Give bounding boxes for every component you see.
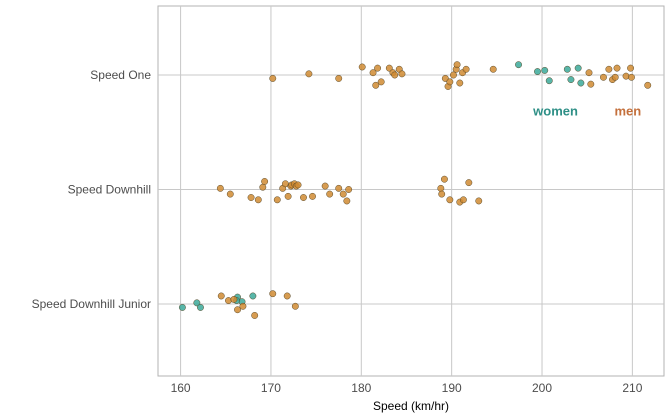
men-point bbox=[446, 78, 454, 86]
men-point bbox=[358, 63, 366, 71]
men-point bbox=[326, 190, 334, 198]
women-point bbox=[577, 79, 585, 87]
men-point bbox=[239, 302, 247, 310]
men-point bbox=[251, 312, 259, 319]
men-point bbox=[459, 196, 467, 204]
men-annotation-label: men bbox=[614, 104, 641, 119]
men-point bbox=[259, 183, 267, 191]
men-point bbox=[628, 73, 635, 81]
x-tick-label: 200 bbox=[532, 381, 552, 395]
y-tick-label: Speed Downhill Junior bbox=[32, 297, 151, 311]
women-point bbox=[193, 299, 201, 307]
men-point bbox=[644, 81, 652, 89]
women-point bbox=[574, 64, 582, 72]
men-point bbox=[273, 196, 281, 204]
men-point bbox=[437, 184, 445, 192]
x-tick-labels: 160 170 180 190 200 210 bbox=[171, 381, 643, 395]
men-point bbox=[453, 61, 461, 69]
men-point bbox=[335, 74, 343, 82]
men-point bbox=[294, 181, 302, 189]
men-point bbox=[462, 65, 470, 73]
men-point bbox=[269, 290, 277, 298]
men-point bbox=[321, 182, 329, 190]
plot-panel bbox=[157, 5, 665, 377]
x-tick-label: 170 bbox=[261, 381, 281, 395]
x-axis-title: Speed (km/hr) bbox=[373, 399, 449, 413]
women-point bbox=[515, 61, 522, 69]
women-point bbox=[178, 303, 186, 311]
men-point bbox=[465, 179, 473, 187]
y-tick-label: Speed One bbox=[90, 68, 151, 82]
men-point bbox=[611, 73, 619, 81]
men-point bbox=[391, 71, 399, 79]
men-point bbox=[385, 64, 393, 72]
men-point bbox=[284, 192, 292, 200]
women-point bbox=[534, 68, 541, 76]
data-points bbox=[178, 61, 652, 319]
men-point bbox=[291, 302, 299, 310]
women-point bbox=[541, 66, 549, 74]
men-point bbox=[600, 73, 607, 81]
men-point bbox=[374, 64, 382, 72]
men-point bbox=[283, 292, 291, 300]
women-point bbox=[249, 292, 257, 300]
men-point bbox=[345, 186, 353, 193]
men-point bbox=[234, 306, 241, 314]
women-point bbox=[563, 65, 571, 73]
y-tick-label: Speed Downhill bbox=[68, 183, 151, 197]
men-point bbox=[372, 81, 380, 89]
x-tick-label: 180 bbox=[351, 381, 371, 395]
men-point bbox=[261, 178, 269, 185]
men-point bbox=[438, 190, 446, 198]
men-point bbox=[269, 74, 277, 82]
men-point bbox=[440, 175, 448, 183]
men-point bbox=[450, 71, 457, 79]
men-point bbox=[613, 64, 621, 72]
men-point bbox=[377, 78, 385, 86]
women-annotation-label: women bbox=[532, 104, 578, 119]
men-point bbox=[226, 190, 234, 198]
y-tick-labels: Speed One Speed Downhill Speed Downhill Ju… bbox=[32, 68, 152, 311]
men-point bbox=[475, 197, 483, 205]
men-point bbox=[343, 197, 351, 205]
men-point bbox=[300, 194, 307, 201]
men-point bbox=[585, 69, 593, 77]
women-point bbox=[545, 77, 553, 85]
men-point bbox=[216, 184, 224, 192]
men-point bbox=[335, 184, 343, 192]
men-point bbox=[369, 69, 377, 77]
men-point bbox=[627, 64, 635, 72]
men-point bbox=[456, 79, 464, 87]
annotations: women men bbox=[532, 104, 641, 119]
men-point bbox=[398, 70, 406, 78]
men-point bbox=[217, 292, 225, 300]
women-point bbox=[567, 76, 575, 84]
men-point bbox=[605, 65, 613, 73]
x-tick-label: 160 bbox=[171, 381, 191, 395]
men-point bbox=[254, 196, 262, 204]
men-point bbox=[489, 65, 497, 73]
women-point bbox=[197, 303, 204, 311]
men-point bbox=[309, 192, 316, 200]
men-point bbox=[305, 70, 313, 78]
men-point bbox=[339, 190, 347, 198]
men-point bbox=[247, 194, 255, 201]
men-point bbox=[587, 80, 595, 88]
x-tick-label: 210 bbox=[622, 381, 642, 395]
men-point bbox=[446, 196, 454, 204]
men-point bbox=[230, 295, 238, 303]
x-tick-label: 190 bbox=[442, 381, 462, 395]
